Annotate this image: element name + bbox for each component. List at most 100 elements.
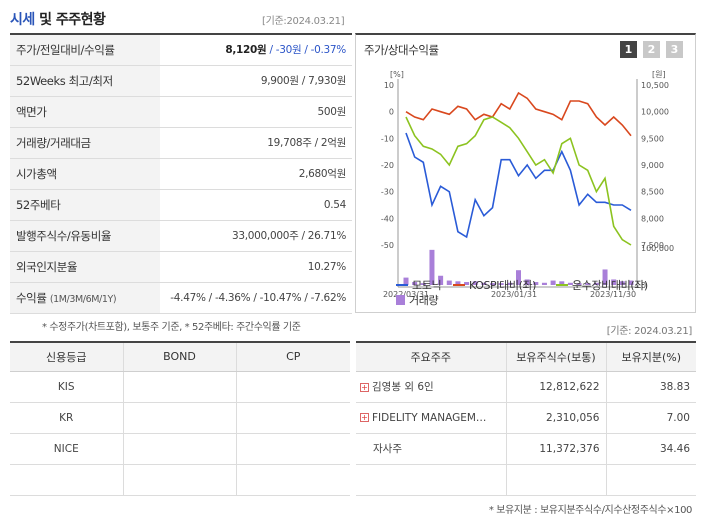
volume-tick-label: 100,000 <box>641 244 674 253</box>
expand-icon[interactable]: + <box>360 382 369 392</box>
chart-tab-1[interactable]: 1 <box>620 41 637 58</box>
volume-bar <box>628 280 634 285</box>
volume-bar <box>438 275 444 285</box>
footnote-left: * 수정주가(차트포함), 보통주 기준, * 52주베타: 주간수익률 기준 <box>42 322 301 333</box>
chart-tab-3[interactable]: 3 <box>666 41 683 58</box>
volume-bar <box>585 283 591 285</box>
volume-bar <box>619 281 625 285</box>
volume-bar <box>498 283 504 285</box>
shareholder-table: 주요주주 보유주식수(보통) 보유지분(%) + 김영봉 외 6인 12,812,… <box>356 341 696 496</box>
table-row: KR <box>10 402 350 434</box>
right-tick-label: 8,500 <box>641 188 664 197</box>
volume-bar <box>576 283 582 285</box>
table-row <box>356 464 696 496</box>
volume-tick-label: 0 <box>641 281 646 290</box>
cp-rating <box>236 371 350 403</box>
column-header: 신용등급 <box>10 342 124 372</box>
info-value: 10.27% <box>307 261 347 273</box>
column-header: 보유지분(%) <box>606 342 696 372</box>
footnote-right: * 보유지분 : 보유지분주식수/지수산정주식수×100 <box>488 505 693 516</box>
rating-agency: KR <box>10 402 124 434</box>
holder-name[interactable]: + FIDELITY MANAGEM… <box>356 402 507 434</box>
holder-percent: 38.83 <box>606 371 696 403</box>
legend-label: 모토닉 <box>412 279 442 292</box>
volume-bar <box>455 281 461 285</box>
volume-bar <box>472 281 478 285</box>
legend-volume: 거래량 <box>396 292 439 308</box>
info-row-beta: 52주베타 0.54 <box>10 190 352 221</box>
volume-bar <box>464 282 470 285</box>
right-tick-label: 8,000 <box>641 214 664 223</box>
section-title: 시세 및 주주현황 <box>10 9 106 29</box>
holder-shares: 11,372,376 <box>506 433 607 465</box>
right-tick-label: 9,000 <box>641 161 664 170</box>
info-value: 9,900원 / 7,930원 <box>260 75 346 87</box>
left-tick-label: 0 <box>389 108 394 117</box>
info-value: 0.54 <box>323 199 346 211</box>
holder-percent <box>606 464 696 496</box>
volume-bar <box>550 280 556 285</box>
expand-icon[interactable]: + <box>360 413 369 422</box>
cp-rating <box>236 464 350 496</box>
left-tick-label: -50 <box>381 241 394 250</box>
info-value: 19,708주 / 2억원 <box>267 137 346 149</box>
info-row-par: 액면가 500원 <box>10 97 352 128</box>
current-price: 8,120원 <box>225 44 267 56</box>
price-chart: [%] [원] 10 0 -10 -20 -30 -40 -50 10,500 10,000 9,50… <box>381 70 674 299</box>
legend-stock: 모토닉 <box>396 277 442 293</box>
sector-relative-line <box>405 116 632 246</box>
return-periods: (1M/3M/6M/1Y) <box>49 294 117 305</box>
x-tick-label: 2023/01/31 <box>491 290 537 299</box>
table-row: KIS <box>10 371 350 403</box>
bond-rating <box>123 371 237 403</box>
return-label: 수익률 <box>16 291 47 305</box>
base-date-2: [기준: 2024.03.21] <box>606 326 693 337</box>
price-change: / -30원 / -0.37% <box>266 44 346 56</box>
info-label: 외국인지분율 <box>10 252 160 282</box>
holder-name-text: 김영봉 외 6인 <box>372 381 434 393</box>
info-label: 시가총액 <box>10 159 160 189</box>
right-tick-label: 7,500 <box>641 241 664 250</box>
cp-rating <box>236 402 350 434</box>
bond-rating <box>123 433 237 465</box>
volume-bar <box>524 279 530 285</box>
volume-bar <box>602 269 608 285</box>
info-label: 발행주식수/유동비율 <box>10 221 160 251</box>
holder-percent: 7.00 <box>606 402 696 434</box>
legend-label: 운수장비대비(좌) <box>572 279 648 292</box>
holder-name[interactable]: + 김영봉 외 6인 <box>356 371 507 403</box>
left-tick-label: -10 <box>381 134 394 143</box>
volume-bar <box>559 281 565 285</box>
table-row <box>10 464 350 496</box>
volume-bar <box>490 283 496 285</box>
info-value: 2,680억원 <box>298 168 347 180</box>
legend-sector: 운수장비대비(좌) <box>556 277 648 293</box>
right-tick-label: 10,500 <box>641 81 669 90</box>
volume-bar <box>567 282 573 285</box>
info-row-return: 수익률 (1M/3M/6M/1Y) -4.47% / -4.36% / -10.… <box>10 283 352 314</box>
table-row: NICE <box>10 433 350 465</box>
info-label: 거래량/거래대금 <box>10 128 160 158</box>
column-header: 보유주식수(보통) <box>506 342 607 372</box>
rating-agency: KIS <box>10 371 124 403</box>
legend-label: KOSPI대비(좌) <box>469 279 537 292</box>
legend-swatch <box>453 284 465 286</box>
table-row: + FIDELITY MANAGEM… 2,310,056 7.00 <box>356 402 696 434</box>
table-header-row: 주요주주 보유주식수(보통) 보유지분(%) <box>356 342 696 372</box>
info-label: 주가/전일대비/수익률 <box>10 35 160 65</box>
volume-bar <box>593 282 599 285</box>
holder-name: 자사주 <box>356 433 507 465</box>
stock-line <box>405 132 632 239</box>
volume-bar <box>481 282 487 285</box>
rating-agency: NICE <box>10 433 124 465</box>
info-row-price: 주가/전일대비/수익률 8,120원 / -30원 / -0.37% <box>10 35 352 66</box>
info-row-marketcap: 시가총액 2,680억원 <box>10 159 352 190</box>
info-label: 수익률 (1M/3M/6M/1Y) <box>10 283 160 313</box>
legend-swatch <box>396 295 405 305</box>
chart-tab-2[interactable]: 2 <box>643 41 660 58</box>
holder-name-text: FIDELITY MANAGEM… <box>372 411 487 424</box>
right-axis-unit: [원] <box>652 70 666 79</box>
title-sub: 및 주주현황 <box>34 12 106 28</box>
table-row: 자사주 11,372,376 34.46 <box>356 433 696 465</box>
holder-shares: 12,812,622 <box>506 371 607 403</box>
